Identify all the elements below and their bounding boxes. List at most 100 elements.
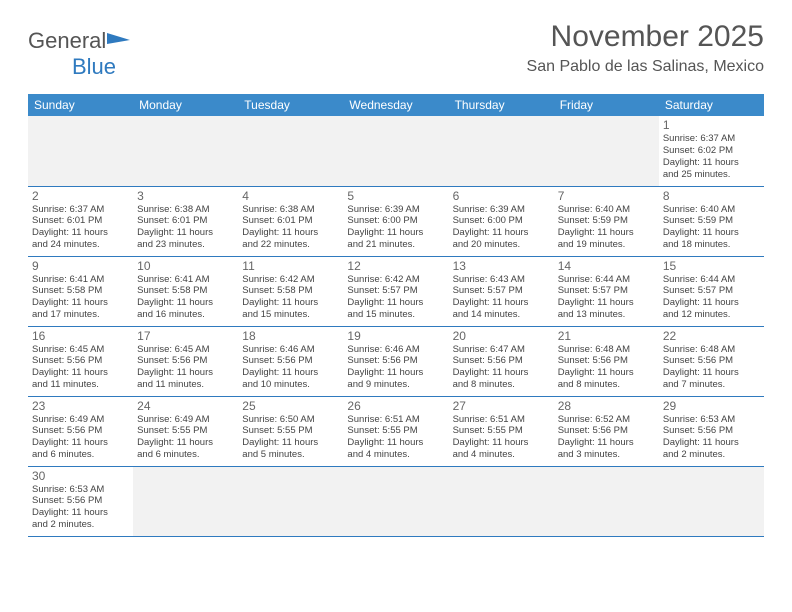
sunrise-text: Sunrise: 6:41 AM xyxy=(32,274,129,286)
day-cell: 28Sunrise: 6:52 AMSunset: 5:56 PMDayligh… xyxy=(554,396,659,466)
weekday-header: Saturday xyxy=(659,94,764,116)
day-number: 10 xyxy=(137,259,234,273)
daylight-text: and 11 minutes. xyxy=(137,379,234,391)
day-number: 17 xyxy=(137,329,234,343)
daylight-text: and 6 minutes. xyxy=(32,449,129,461)
calendar-row: 16Sunrise: 6:45 AMSunset: 5:56 PMDayligh… xyxy=(28,326,764,396)
day-number: 14 xyxy=(558,259,655,273)
sunset-text: Sunset: 5:57 PM xyxy=(558,285,655,297)
sunrise-text: Sunrise: 6:37 AM xyxy=(32,204,129,216)
day-number: 12 xyxy=(347,259,444,273)
sunset-text: Sunset: 5:56 PM xyxy=(663,355,760,367)
daylight-text: Daylight: 11 hours xyxy=(32,227,129,239)
sunrise-text: Sunrise: 6:51 AM xyxy=(453,414,550,426)
day-number: 5 xyxy=(347,189,444,203)
empty-cell xyxy=(343,466,448,536)
daylight-text: and 9 minutes. xyxy=(347,379,444,391)
day-cell: 10Sunrise: 6:41 AMSunset: 5:58 PMDayligh… xyxy=(133,256,238,326)
sunrise-text: Sunrise: 6:37 AM xyxy=(663,133,760,145)
day-number: 25 xyxy=(242,399,339,413)
sunrise-text: Sunrise: 6:49 AM xyxy=(32,414,129,426)
empty-cell xyxy=(343,116,448,186)
sunrise-text: Sunrise: 6:43 AM xyxy=(453,274,550,286)
day-number: 11 xyxy=(242,259,339,273)
daylight-text: Daylight: 11 hours xyxy=(558,227,655,239)
sunrise-text: Sunrise: 6:53 AM xyxy=(663,414,760,426)
sunset-text: Sunset: 5:56 PM xyxy=(137,355,234,367)
daylight-text: and 6 minutes. xyxy=(137,449,234,461)
day-number: 18 xyxy=(242,329,339,343)
day-number: 26 xyxy=(347,399,444,413)
empty-cell xyxy=(554,466,659,536)
day-cell: 7Sunrise: 6:40 AMSunset: 5:59 PMDaylight… xyxy=(554,186,659,256)
empty-cell xyxy=(238,116,343,186)
daylight-text: Daylight: 11 hours xyxy=(663,157,760,169)
empty-cell xyxy=(659,466,764,536)
sunset-text: Sunset: 6:01 PM xyxy=(242,215,339,227)
sunrise-text: Sunrise: 6:46 AM xyxy=(242,344,339,356)
calendar-row: 1Sunrise: 6:37 AMSunset: 6:02 PMDaylight… xyxy=(28,116,764,186)
sunset-text: Sunset: 5:58 PM xyxy=(137,285,234,297)
day-cell: 15Sunrise: 6:44 AMSunset: 5:57 PMDayligh… xyxy=(659,256,764,326)
day-number: 22 xyxy=(663,329,760,343)
day-cell: 11Sunrise: 6:42 AMSunset: 5:58 PMDayligh… xyxy=(238,256,343,326)
sunrise-text: Sunrise: 6:41 AM xyxy=(137,274,234,286)
sunset-text: Sunset: 5:55 PM xyxy=(242,425,339,437)
day-cell: 9Sunrise: 6:41 AMSunset: 5:58 PMDaylight… xyxy=(28,256,133,326)
day-cell: 27Sunrise: 6:51 AMSunset: 5:55 PMDayligh… xyxy=(449,396,554,466)
day-number: 21 xyxy=(558,329,655,343)
daylight-text: and 22 minutes. xyxy=(242,239,339,251)
daylight-text: Daylight: 11 hours xyxy=(453,297,550,309)
day-cell: 8Sunrise: 6:40 AMSunset: 5:59 PMDaylight… xyxy=(659,186,764,256)
day-cell: 1Sunrise: 6:37 AMSunset: 6:02 PMDaylight… xyxy=(659,116,764,186)
sunset-text: Sunset: 5:57 PM xyxy=(347,285,444,297)
day-number: 29 xyxy=(663,399,760,413)
daylight-text: Daylight: 11 hours xyxy=(453,367,550,379)
daylight-text: Daylight: 11 hours xyxy=(32,437,129,449)
sunrise-text: Sunrise: 6:38 AM xyxy=(242,204,339,216)
daylight-text: and 3 minutes. xyxy=(558,449,655,461)
daylight-text: Daylight: 11 hours xyxy=(347,227,444,239)
sunset-text: Sunset: 5:56 PM xyxy=(663,425,760,437)
daylight-text: Daylight: 11 hours xyxy=(347,367,444,379)
daylight-text: Daylight: 11 hours xyxy=(32,297,129,309)
sunrise-text: Sunrise: 6:49 AM xyxy=(137,414,234,426)
sunrise-text: Sunrise: 6:50 AM xyxy=(242,414,339,426)
flag-icon xyxy=(106,32,132,50)
sunset-text: Sunset: 5:56 PM xyxy=(32,355,129,367)
day-cell: 2Sunrise: 6:37 AMSunset: 6:01 PMDaylight… xyxy=(28,186,133,256)
day-cell: 12Sunrise: 6:42 AMSunset: 5:57 PMDayligh… xyxy=(343,256,448,326)
daylight-text: and 24 minutes. xyxy=(32,239,129,251)
calendar-row: 23Sunrise: 6:49 AMSunset: 5:56 PMDayligh… xyxy=(28,396,764,466)
day-cell: 6Sunrise: 6:39 AMSunset: 6:00 PMDaylight… xyxy=(449,186,554,256)
day-number: 16 xyxy=(32,329,129,343)
daylight-text: and 2 minutes. xyxy=(663,449,760,461)
empty-cell xyxy=(238,466,343,536)
calendar-table: SundayMondayTuesdayWednesdayThursdayFrid… xyxy=(28,94,764,537)
day-number: 23 xyxy=(32,399,129,413)
day-cell: 24Sunrise: 6:49 AMSunset: 5:55 PMDayligh… xyxy=(133,396,238,466)
daylight-text: and 14 minutes. xyxy=(453,309,550,321)
day-number: 28 xyxy=(558,399,655,413)
day-cell: 3Sunrise: 6:38 AMSunset: 6:01 PMDaylight… xyxy=(133,186,238,256)
sunset-text: Sunset: 5:57 PM xyxy=(453,285,550,297)
empty-cell xyxy=(449,116,554,186)
daylight-text: and 16 minutes. xyxy=(137,309,234,321)
daylight-text: Daylight: 11 hours xyxy=(558,367,655,379)
sunset-text: Sunset: 6:00 PM xyxy=(347,215,444,227)
daylight-text: Daylight: 11 hours xyxy=(242,367,339,379)
day-number: 30 xyxy=(32,469,129,483)
sunrise-text: Sunrise: 6:53 AM xyxy=(32,484,129,496)
sunrise-text: Sunrise: 6:51 AM xyxy=(347,414,444,426)
weekday-header: Tuesday xyxy=(238,94,343,116)
sunset-text: Sunset: 5:56 PM xyxy=(32,495,129,507)
daylight-text: Daylight: 11 hours xyxy=(242,297,339,309)
sunset-text: Sunset: 5:55 PM xyxy=(453,425,550,437)
daylight-text: and 25 minutes. xyxy=(663,169,760,181)
calendar-body: 1Sunrise: 6:37 AMSunset: 6:02 PMDaylight… xyxy=(28,116,764,536)
daylight-text: and 18 minutes. xyxy=(663,239,760,251)
weekday-header: Friday xyxy=(554,94,659,116)
sunrise-text: Sunrise: 6:40 AM xyxy=(663,204,760,216)
daylight-text: and 8 minutes. xyxy=(453,379,550,391)
day-cell: 26Sunrise: 6:51 AMSunset: 5:55 PMDayligh… xyxy=(343,396,448,466)
